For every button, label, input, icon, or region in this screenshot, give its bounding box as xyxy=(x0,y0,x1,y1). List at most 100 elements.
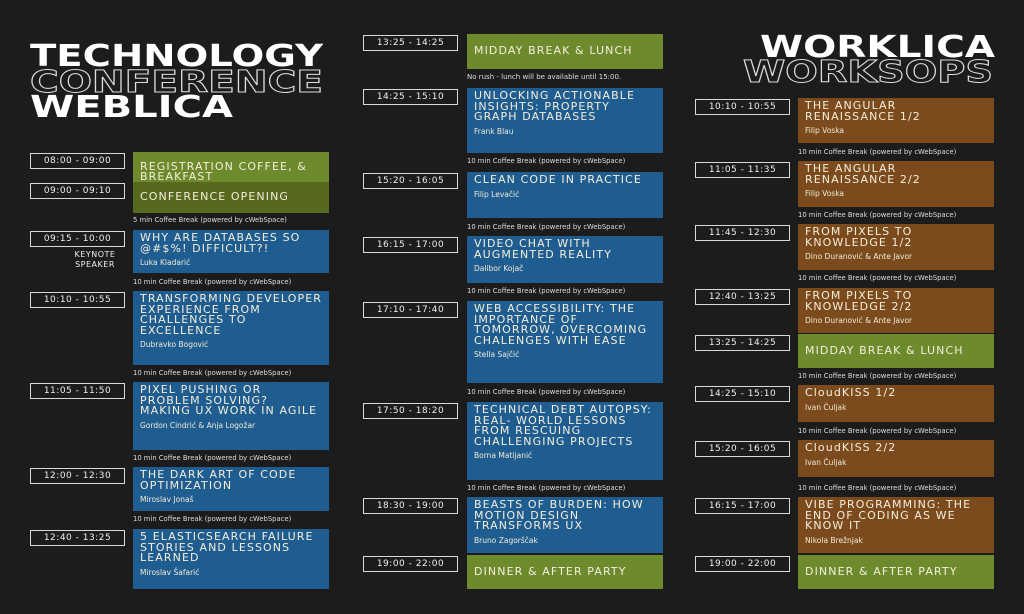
coffee-break: 10 min Coffee Break (powered by cWebSpac… xyxy=(133,369,292,377)
time-slot: 13:25 - 14:25 xyxy=(363,35,458,51)
speaker: Miroslav Jonaš xyxy=(140,495,194,504)
coffee-break: 10 min Coffee Break (powered by cWebSpac… xyxy=(133,515,292,523)
time-slot: 11:05 - 11:50 xyxy=(30,383,125,399)
coffee-break: 10 min Coffee Break (powered by cWebSpac… xyxy=(798,484,957,492)
session-card: BEASTS OF BURDEN: HOW MOTION DESIGN TRAN… xyxy=(467,497,663,553)
speaker: Ivan Čuljak xyxy=(805,402,847,412)
time-slot: 09:00 - 09:10 xyxy=(30,183,125,199)
time-slot: 12:40 - 13:25 xyxy=(695,289,790,305)
session-title: THE DARK ART OF CODE OPTIMIZATION xyxy=(140,468,297,492)
time-slot: 10:10 - 10:55 xyxy=(30,292,125,308)
speaker: Nikola Brežnjak xyxy=(805,535,863,545)
speaker: Ivan Čuljak xyxy=(805,457,847,467)
coffee-break: 10 min Coffee Break (powered by cWebSpac… xyxy=(133,278,292,286)
session-title: THE ANGULAR RENAISSANCE 2/2 xyxy=(805,162,921,186)
time-slot: 12:40 - 13:25 xyxy=(30,530,125,546)
coffee-break: 10 min Coffee Break (powered by cWebSpac… xyxy=(467,388,626,396)
session-card: TRANSFORMING DEVELOPER EXPERIENCE FROM C… xyxy=(133,291,329,365)
session-card: PIXEL PUSHING OR PROBLEM SOLVING? MAKING… xyxy=(133,382,329,450)
time-slot: 15:20 - 16:05 xyxy=(363,173,458,189)
session-card: THE ANGULAR RENAISSANCE 1/2 Filip Voska xyxy=(798,98,994,143)
speaker: Miroslav Šafarić xyxy=(140,567,200,577)
session-card: CloudKISS 2/2 Ivan Čuljak xyxy=(798,440,994,477)
session-title: TECHNICAL DEBT AUTOPSY: REAL- WORLD LESS… xyxy=(474,403,652,448)
session-card: MIDDAY BREAK & LUNCH xyxy=(798,334,994,368)
speaker: Borna Matijanić xyxy=(474,451,533,460)
time-slot: 14:25 - 15:10 xyxy=(695,386,790,402)
header-title: TECHNOLOGY xyxy=(30,39,325,74)
header-title: WORKLICA xyxy=(760,30,996,65)
session-card: DINNER & AFTER PARTY xyxy=(798,555,994,589)
coffee-break: 10 min Coffee Break (powered by cWebSpac… xyxy=(467,157,626,165)
session-title: 5 ELASTICSEARCH FAILURE STORIES AND LESS… xyxy=(140,530,314,564)
session-title: TRANSFORMING DEVELOPER EXPERIENCE FROM C… xyxy=(140,292,322,337)
session-card: THE DARK ART OF CODE OPTIMIZATION Mirosla… xyxy=(133,467,329,511)
session-card: MIDDAY BREAK & LUNCH xyxy=(467,34,663,69)
session-title: CloudKISS 2/2 xyxy=(805,441,897,454)
session-card: UNLOCKING ACTIONABLE INSIGHTS: PROPERTY … xyxy=(467,88,663,153)
session-card: WEB ACCESSIBILITY: THE IMPORTANCE OF TOM… xyxy=(467,301,663,383)
time-slot: 19:00 - 22:00 xyxy=(363,556,458,572)
coffee-break: 10 min Coffee Break (powered by cWebSpac… xyxy=(467,287,626,295)
header-title-outline: WORKSOPS xyxy=(743,55,993,90)
session-card: CloudKISS 1/2 Ivan Čuljak xyxy=(798,385,994,422)
session-title: MIDDAY BREAK & LUNCH xyxy=(805,343,964,357)
time-slot: 18:30 - 19:00 xyxy=(363,498,458,514)
session-card: WHY ARE DATABASES SO @#$%! DIFFICULT?! Lu… xyxy=(133,230,329,273)
session-card: THE ANGULAR RENAISSANCE 2/2 Filip Voska xyxy=(798,161,994,207)
headers: TECHNOLOGY CONFERENCE WEBLICA WORKLICA W… xyxy=(30,30,996,125)
session-card: VIBE PROGRAMMING: THE END OF CODING AS W… xyxy=(798,497,994,553)
session-title: PIXEL PUSHING OR PROBLEM SOLVING? MAKING… xyxy=(140,383,318,417)
time-slot: 14:25 - 15:10 xyxy=(363,89,458,105)
time-slot: 11:05 - 11:35 xyxy=(695,162,790,178)
time-slot: 10:10 - 10:55 xyxy=(695,99,790,115)
session-card: VIDEO CHAT WITH AUGMENTED REALITY Dalibor… xyxy=(467,236,663,283)
session-card: 5 ELASTICSEARCH FAILURE STORIES AND LESS… xyxy=(133,529,329,589)
time-slot: 13:25 - 14:25 xyxy=(695,335,790,351)
session-title: CloudKISS 1/2 xyxy=(805,386,897,399)
speaker: Bruno Zagorščak xyxy=(474,535,538,545)
coffee-break: 10 min Coffee Break (powered by cWebSpac… xyxy=(467,484,626,492)
speaker: Dino Duranović & Ante Javor xyxy=(805,316,913,325)
session-card: REGISTRATION COFFEE, & BREAKFAST xyxy=(133,152,329,182)
session-card: CONFERENCE OPENING xyxy=(133,182,329,213)
coffee-break: 10 min Coffee Break (powered by cWebSpac… xyxy=(798,211,957,219)
session-title: VIBE PROGRAMMING: THE END OF CODING AS W… xyxy=(805,498,972,532)
time-slot: 08:00 - 09:00 xyxy=(30,153,125,169)
speaker: Filip Levačić xyxy=(474,189,520,199)
time-slot: 11:45 - 12:30 xyxy=(695,225,790,241)
session-title: UNLOCKING ACTIONABLE INSIGHTS: PROPERTY … xyxy=(474,89,636,123)
session-title: FROM PIXELS TO KNOWLEDGE 2/2 xyxy=(805,289,913,313)
time-slot: 15:20 - 16:05 xyxy=(695,441,790,457)
session-title: WHY ARE DATABASES SO @#$%! DIFFICULT?! xyxy=(140,231,301,255)
header-title: WEBLICA xyxy=(30,90,234,125)
time-slot: 16:15 - 17:00 xyxy=(695,498,790,514)
time-slot: 19:00 - 22:00 xyxy=(695,556,790,572)
session-title: THE ANGULAR RENAISSANCE 1/2 xyxy=(805,99,921,123)
session-title: WEB ACCESSIBILITY: THE IMPORTANCE OF TOM… xyxy=(474,302,648,347)
speaker: Dino Duranović & Ante Javor xyxy=(805,252,913,261)
speaker: Dubravko Bogović xyxy=(140,340,209,349)
time-slot: 12:00 - 12:30 xyxy=(30,468,125,484)
session-title: DINNER & AFTER PARTY xyxy=(474,564,627,578)
time-slot: 09:15 - 10:00 xyxy=(30,231,125,247)
coffee-break: 10 min Coffee Break (powered by cWebSpac… xyxy=(798,372,957,380)
session-card: TECHNICAL DEBT AUTOPSY: REAL- WORLD LESS… xyxy=(467,402,663,480)
coffee-break: 10 min Coffee Break (powered by cWebSpac… xyxy=(798,274,957,282)
speaker: Filip Voska xyxy=(805,126,845,135)
session-title: FROM PIXELS TO KNOWLEDGE 1/2 xyxy=(805,225,913,249)
session-card: CLEAN CODE IN PRACTICE Filip Levačić xyxy=(467,172,663,218)
speaker: Luka Kladarić xyxy=(140,258,191,267)
session-card: FROM PIXELS TO KNOWLEDGE 1/2 Dino Duranov… xyxy=(798,224,994,270)
keynote-label: KEYNOTE SPEAKER xyxy=(74,250,116,269)
session-title: MIDDAY BREAK & LUNCH xyxy=(474,44,633,57)
session-title: VIDEO CHAT WITH AUGMENTED REALITY xyxy=(474,237,613,261)
time-slot: 16:15 - 17:00 xyxy=(363,237,458,253)
header-title-outline: CONFERENCE xyxy=(30,65,323,100)
session-card: DINNER & AFTER PARTY xyxy=(467,555,663,589)
session-title: DINNER & AFTER PARTY xyxy=(805,564,958,578)
coffee-break: 10 min Coffee Break (powered by cWebSpac… xyxy=(798,427,957,435)
speaker: Gordon Cindrić & Anja Logožar xyxy=(140,420,256,430)
session-title: CONFERENCE OPENING xyxy=(140,190,290,203)
